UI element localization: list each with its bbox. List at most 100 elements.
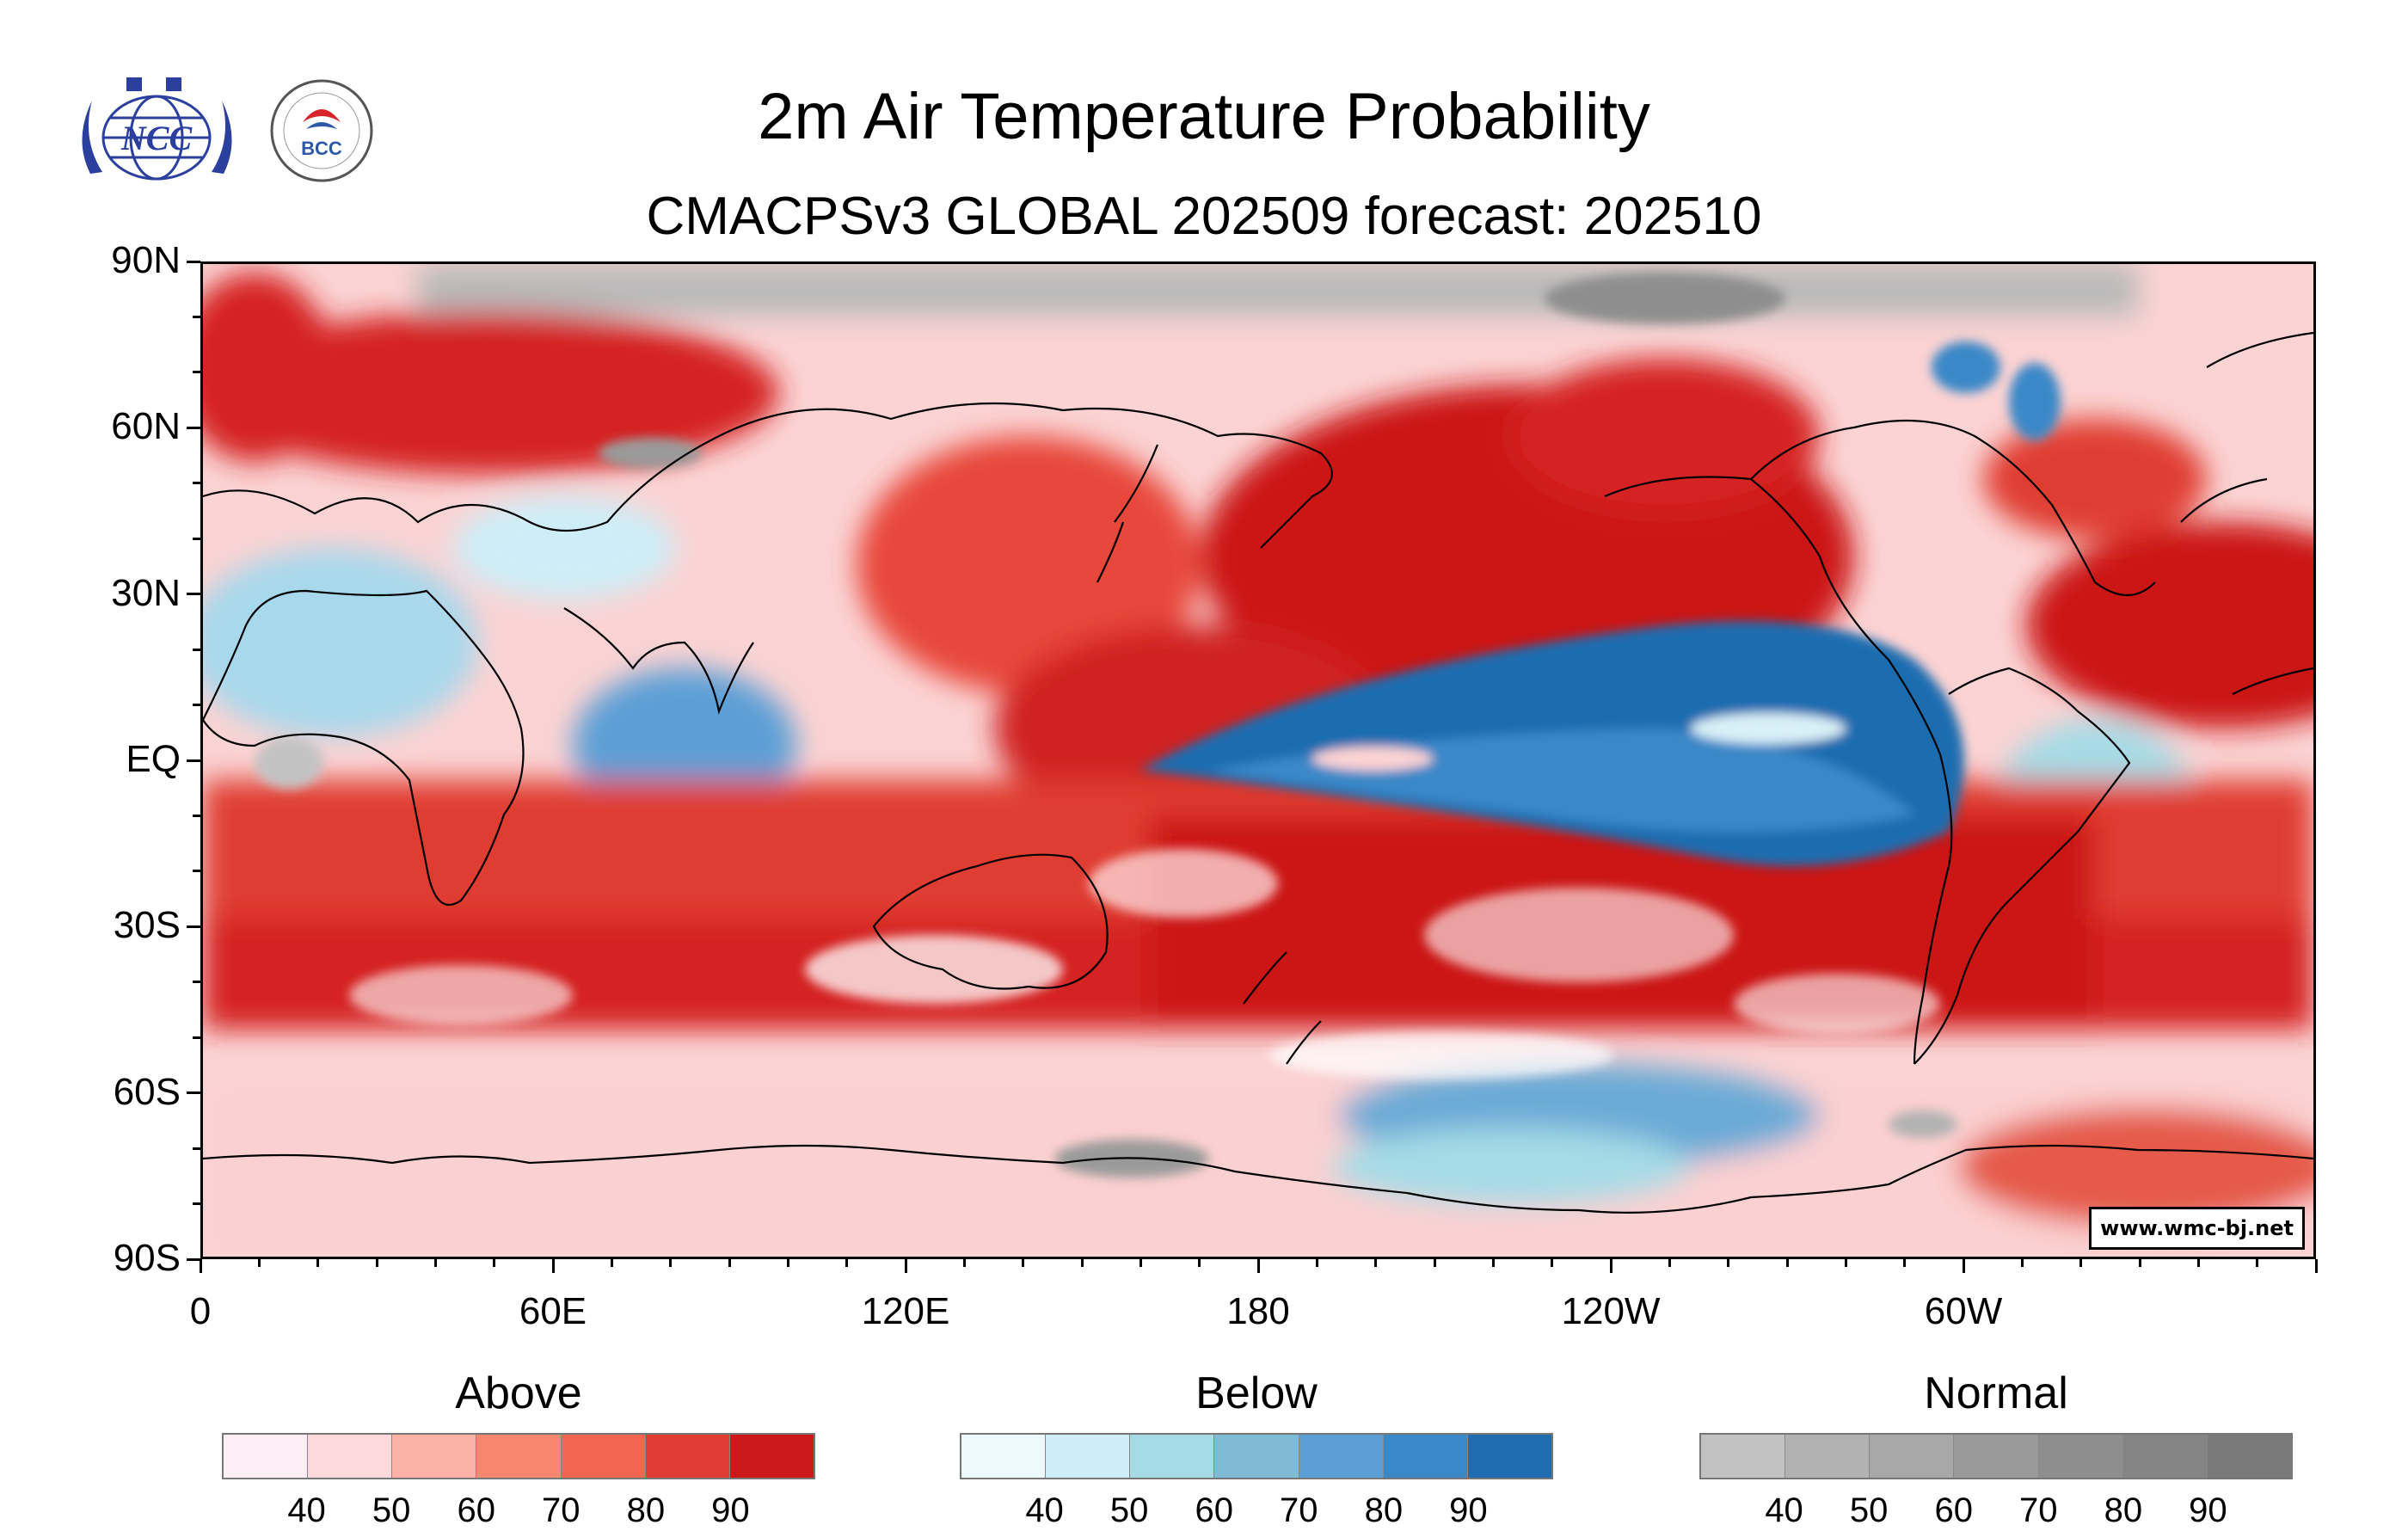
lon-label-60w: 60W <box>1924 1290 2003 1332</box>
legend-above-tick-label: 50 <box>372 1491 411 1529</box>
eurasia-arctic-above-region <box>203 311 779 475</box>
lon-tick <box>1903 1259 1907 1267</box>
legend-normal-swatch <box>1785 1435 1870 1478</box>
lat-tick <box>193 1202 200 1206</box>
legend-below-swatch <box>1214 1435 1299 1478</box>
legend-below: Below 40 50 60 70 80 90 <box>960 1368 1553 1531</box>
legend-above-ticks: 40 50 60 70 80 90 <box>222 1479 815 1531</box>
legend-below-swatch <box>1046 1435 1131 1478</box>
ncc-logo-text: NCC <box>120 119 194 157</box>
lon-tick <box>1785 1259 1789 1267</box>
bcc-logo-text: BCC <box>301 138 342 159</box>
legend-below-colorbar <box>960 1433 1553 1479</box>
lat-tick <box>193 870 200 873</box>
legend-below-swatch <box>961 1435 1047 1478</box>
lon-tick <box>610 1259 613 1267</box>
lon-tick <box>1256 1259 1260 1273</box>
map-title: 2m Air Temperature Probability <box>758 80 1650 153</box>
lat-tick <box>193 1147 200 1150</box>
lat-tick <box>193 482 200 485</box>
legend-above-swatch <box>392 1435 477 1478</box>
map-subtitle: CMACPSv3 GLOBAL 202509 forecast: 202510 <box>646 187 1762 246</box>
lon-tick <box>493 1259 496 1267</box>
legend-normal-tick-label: 80 <box>2104 1491 2143 1529</box>
legend-normal-swatch <box>1954 1435 2039 1478</box>
legend-above-swatch <box>308 1435 393 1478</box>
legend-normal-swatch <box>2038 1435 2123 1478</box>
lat-tick <box>193 981 200 984</box>
legend-below-tick-label: 90 <box>1449 1491 1488 1529</box>
lat-tick <box>193 704 200 707</box>
legend-normal-tick-label: 70 <box>2019 1491 2058 1529</box>
ncc-globe-logo-icon: NCC <box>82 77 232 181</box>
legend-normal-swatch <box>1870 1435 1955 1478</box>
lon-tick <box>433 1259 437 1267</box>
lon-label-60e: 60E <box>519 1290 587 1332</box>
lat-tick <box>187 260 200 263</box>
lat-label-90s: 90S <box>113 1237 181 1279</box>
legend-above-tick-label: 40 <box>287 1491 326 1529</box>
lon-tick <box>962 1259 966 1267</box>
lon-tick <box>1727 1259 1730 1267</box>
legend-above-swatch <box>729 1435 814 1478</box>
coastlines <box>203 331 2313 1214</box>
legend-normal-swatch <box>2122 1435 2208 1478</box>
lon-tick <box>1491 1259 1495 1267</box>
legend-below-swatch <box>1383 1435 1468 1478</box>
legend-above-swatch <box>476 1435 562 1478</box>
lon-tick <box>2138 1259 2141 1267</box>
lat-label-60n: 60N <box>111 405 181 448</box>
legend-below-tick-label: 60 <box>1195 1491 1233 1529</box>
legend-above-tick-label: 60 <box>457 1491 495 1529</box>
lon-tick <box>728 1259 731 1267</box>
lon-tick <box>669 1259 673 1267</box>
lon-tick <box>1139 1259 1142 1267</box>
legend-normal-title: Normal <box>1924 1368 2068 1418</box>
legend-normal-tick-label: 40 <box>1765 1491 1803 1529</box>
lat-label-eq: EQ <box>126 738 181 780</box>
lat-tick <box>187 426 200 429</box>
lon-tick <box>1022 1259 1025 1267</box>
legend-normal-ticks: 40 50 60 70 80 90 <box>1699 1479 2293 1531</box>
legend-below-tick-label: 50 <box>1109 1491 1149 1529</box>
legend-below-tick-label: 70 <box>1280 1491 1318 1529</box>
lat-label-60s: 60S <box>113 1070 181 1113</box>
lon-label-120w: 120W <box>1561 1290 1661 1332</box>
legend-above-swatch <box>645 1435 730 1478</box>
lon-tick <box>1844 1259 1847 1267</box>
lon-tick <box>845 1259 849 1267</box>
legend-below-title: Below <box>1195 1368 1318 1418</box>
lon-tick <box>199 1259 202 1273</box>
lat-tick <box>193 537 200 540</box>
lon-label-180: 180 <box>1226 1290 1290 1332</box>
lon-tick <box>1080 1259 1084 1267</box>
legend-normal-swatch <box>2207 1435 2291 1478</box>
bcc-climate-center-logo-icon: BCC <box>270 79 373 182</box>
lon-tick <box>257 1259 261 1267</box>
lon-tick <box>2079 1259 2083 1267</box>
lon-tick <box>2196 1259 2200 1267</box>
legend-normal-colorbar <box>1699 1433 2293 1479</box>
lat-label-30n: 30N <box>111 571 181 614</box>
legend-below-tick-label: 40 <box>1025 1491 1064 1529</box>
legend-above-tick-label: 90 <box>711 1491 750 1529</box>
legend-above-swatch <box>224 1435 309 1478</box>
lon-tick <box>551 1259 555 1273</box>
lon-tick <box>1374 1259 1378 1267</box>
legend-normal-tick-label: 90 <box>2189 1491 2227 1529</box>
lon-tick <box>1198 1259 1201 1267</box>
probability-field <box>203 264 2313 1257</box>
legend-normal: Normal 40 50 60 70 80 90 <box>1699 1368 2293 1531</box>
legend-above: Above 40 50 60 70 80 90 <box>222 1368 815 1531</box>
lon-tick <box>316 1259 320 1267</box>
lat-tick <box>193 814 200 817</box>
lon-tick <box>2314 1259 2318 1273</box>
lon-tick <box>2020 1259 2024 1267</box>
lat-label-90n: 90N <box>111 239 181 281</box>
lon-tick <box>1668 1259 1671 1267</box>
lat-tick <box>193 371 200 374</box>
lat-tick <box>193 315 200 318</box>
legend-above-swatch <box>561 1435 646 1478</box>
lon-tick <box>1609 1259 1612 1273</box>
legend-normal-tick-label: 60 <box>1934 1491 1973 1529</box>
